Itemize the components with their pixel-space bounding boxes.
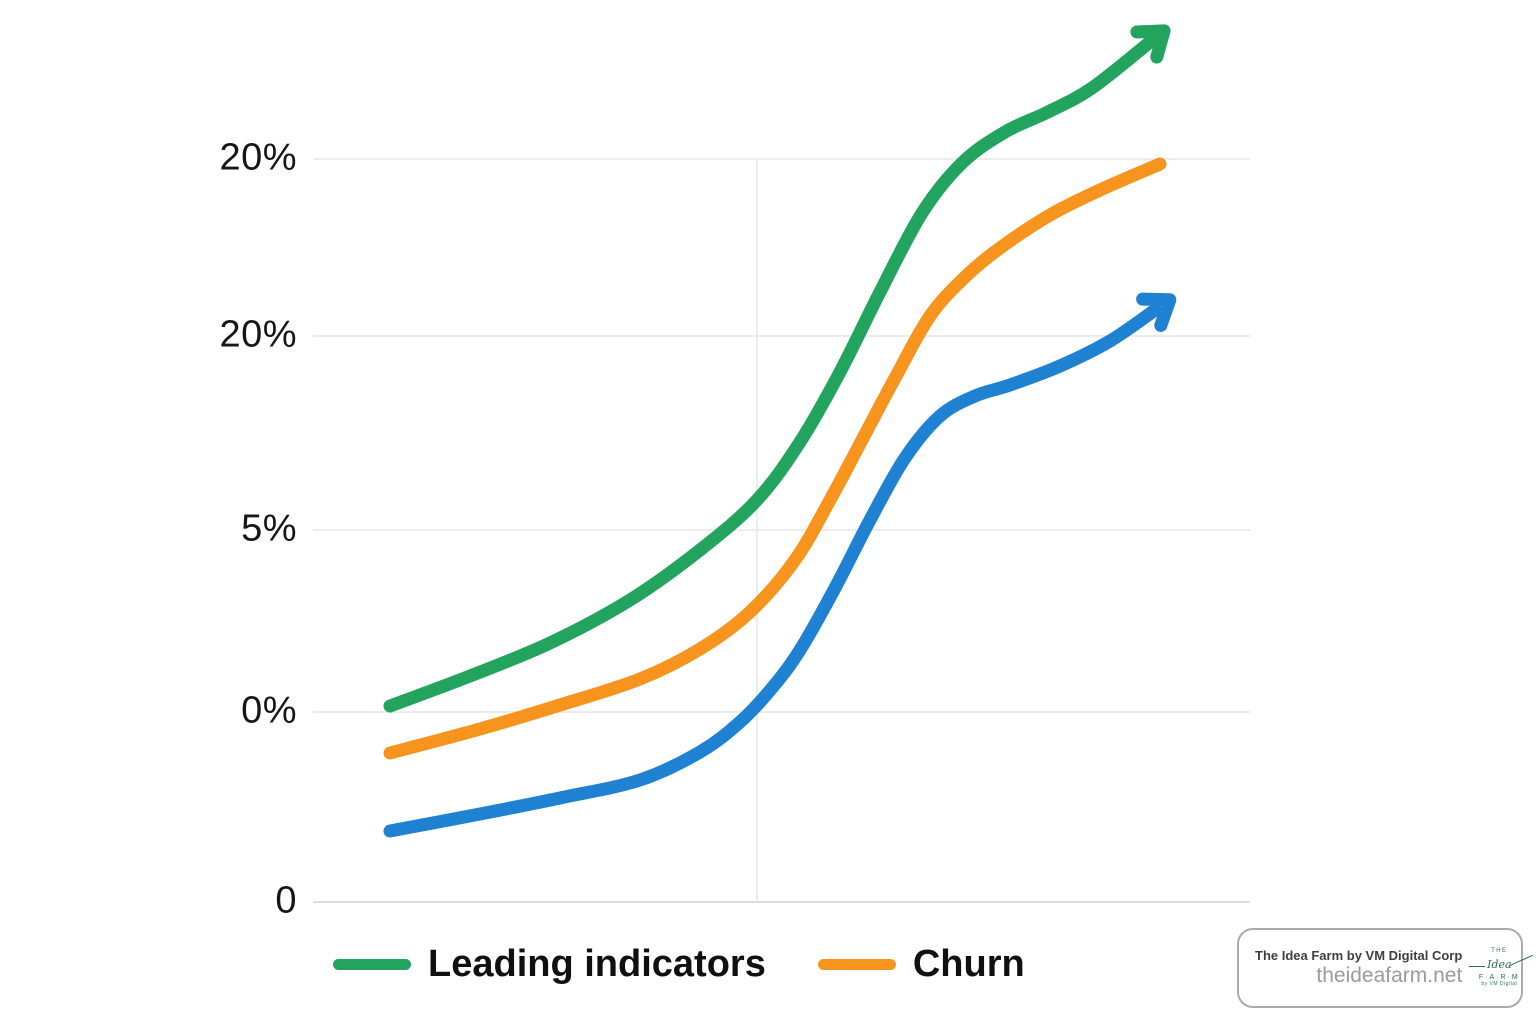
legend-swatch	[817, 958, 896, 970]
watermark-title: The Idea Farm by VM Digital Corp	[1255, 948, 1463, 963]
y-axis-label: 5%	[241, 507, 297, 550]
legend-item: Leading indicators	[333, 943, 766, 986]
series-line-unlabeled	[383, 292, 1177, 838]
idea-farm-logo: THE Idea F·A·R·M by VM Digital	[1468, 948, 1527, 988]
series-line-leading-indicators	[383, 24, 1171, 713]
legend-label: Leading indicators	[428, 942, 766, 985]
watermark-card: The Idea Farm by VM Digital Corp theidea…	[1237, 928, 1523, 1008]
y-axis-label: 20%	[219, 313, 297, 356]
watermark-url: theideafarm.net	[1316, 964, 1463, 987]
series-line-churn	[383, 157, 1167, 760]
logo-the-text: THE	[1491, 948, 1508, 955]
logo-farm-text: F·A·R·M	[1478, 973, 1520, 981]
watermark-text: The Idea Farm by VM Digital Corp theidea…	[1255, 948, 1462, 988]
legend-label: Churn	[912, 942, 1025, 985]
legend: Leading indicators Churn	[333, 937, 1025, 991]
y-axis-label: 20%	[219, 136, 297, 179]
y-axis-label: 0	[275, 879, 297, 922]
logo-script-text: Idea	[1468, 957, 1512, 971]
legend-swatch	[333, 958, 411, 970]
logo-sub-text: by VM Digital	[1481, 981, 1518, 988]
legend-item: Churn	[817, 942, 1025, 986]
y-axis-label: 0%	[241, 689, 297, 732]
